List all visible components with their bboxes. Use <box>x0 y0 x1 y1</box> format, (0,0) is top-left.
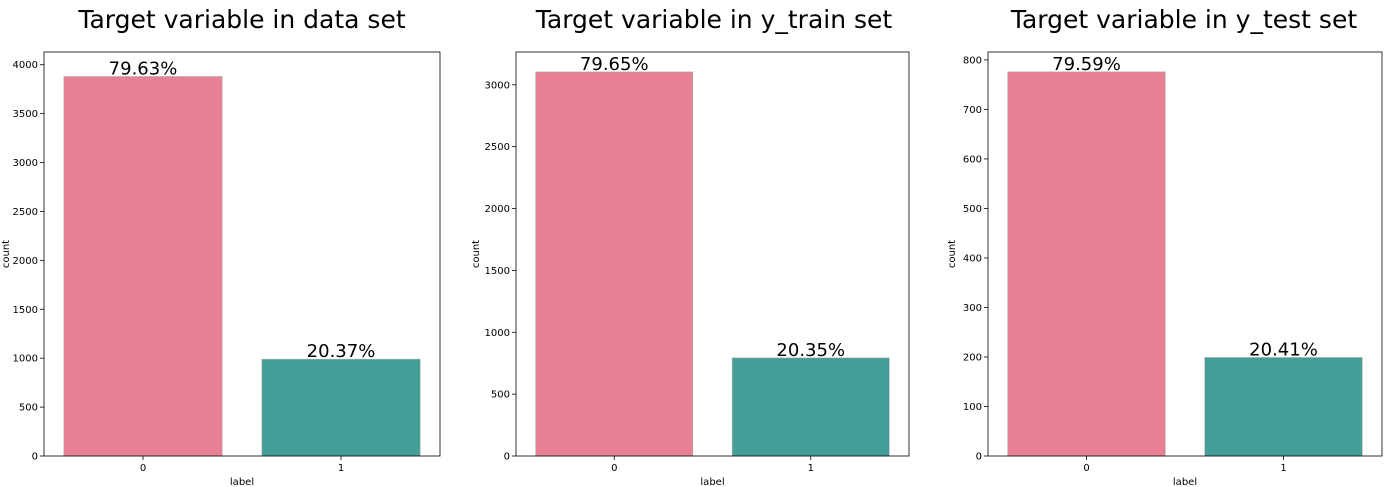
data-label-1: 20.41% <box>1249 339 1318 360</box>
y-tick-label-600: 600 <box>963 154 982 165</box>
plot-frame <box>515 51 910 457</box>
y-tick-label-2000: 2000 <box>485 204 510 215</box>
bar-1 <box>261 358 421 457</box>
x-axis-label: label <box>1173 477 1197 487</box>
x-axis-label: label <box>230 477 254 487</box>
y-tick-label-700: 700 <box>963 105 982 116</box>
y-tick-label-400: 400 <box>963 253 982 264</box>
y-tick-label-3000: 3000 <box>485 80 510 91</box>
y-tick-label-300: 300 <box>963 303 982 314</box>
y-tick-label-2500: 2500 <box>13 207 38 218</box>
y-axis-label: count <box>947 240 958 268</box>
y-axis-label: count <box>471 240 482 268</box>
data-label-1: 20.37% <box>307 341 376 362</box>
data-label-1: 20.35% <box>776 340 845 361</box>
y-tick-label-500: 500 <box>963 204 982 215</box>
plot-frame <box>987 51 1383 457</box>
data-label-0: 79.59% <box>1052 54 1121 75</box>
y-axis-label: count <box>1 240 12 268</box>
x-tick-label-1: 1 <box>808 463 814 474</box>
chart-y-test-set: Target variable in y_test set 79.59% 0 20.4… <box>947 5 1383 487</box>
y-tick-label-1500: 1500 <box>485 266 510 277</box>
y-tick-label-1500: 1500 <box>13 305 38 316</box>
bar-1 <box>731 357 890 457</box>
y-tick-label-500: 500 <box>19 403 38 414</box>
y-tick-label-4000: 4000 <box>13 60 38 71</box>
y-tick-label-800: 800 <box>963 55 982 66</box>
bar-1 <box>1204 357 1363 457</box>
y-tick-label-3000: 3000 <box>13 158 38 169</box>
x-tick-label-1: 1 <box>1280 463 1286 474</box>
y-tick-label-2500: 2500 <box>485 142 510 153</box>
y-tick-label-0: 0 <box>32 452 38 463</box>
y-tick-label-100: 100 <box>963 402 982 413</box>
x-tick-label-1: 1 <box>338 463 344 474</box>
y-tick-label-1000: 1000 <box>13 354 38 365</box>
y-tick-label-0: 0 <box>976 452 982 463</box>
x-tick-label-0: 0 <box>611 463 617 474</box>
bar-0 <box>63 76 223 457</box>
chart-title: Target variable in y_test set <box>1010 5 1357 34</box>
chart-title: Target variable in y_train set <box>535 5 893 34</box>
y-tick-label-0: 0 <box>504 452 510 463</box>
chart-y-train-set: Target variable in y_train set 79.65% 0 20.… <box>471 5 910 487</box>
y-tick-label-2000: 2000 <box>13 256 38 267</box>
bar-0 <box>1007 71 1166 457</box>
y-tick-label-3500: 3500 <box>13 109 38 120</box>
y-tick-label-200: 200 <box>963 352 982 363</box>
data-label-0: 79.63% <box>109 58 178 79</box>
y-tick-label-1000: 1000 <box>485 328 510 339</box>
x-tick-label-0: 0 <box>140 463 146 474</box>
y-tick-label-500: 500 <box>491 390 510 401</box>
x-tick-label-0: 0 <box>1083 463 1089 474</box>
x-axis-label: label <box>700 477 724 487</box>
chart-data-set: Target variable in data set 79.63% 0 20.37%… <box>1 5 441 487</box>
plot-frame <box>43 51 441 457</box>
data-label-0: 79.65% <box>580 54 649 75</box>
chart-title: Target variable in data set <box>77 5 405 34</box>
bar-0 <box>535 71 694 457</box>
